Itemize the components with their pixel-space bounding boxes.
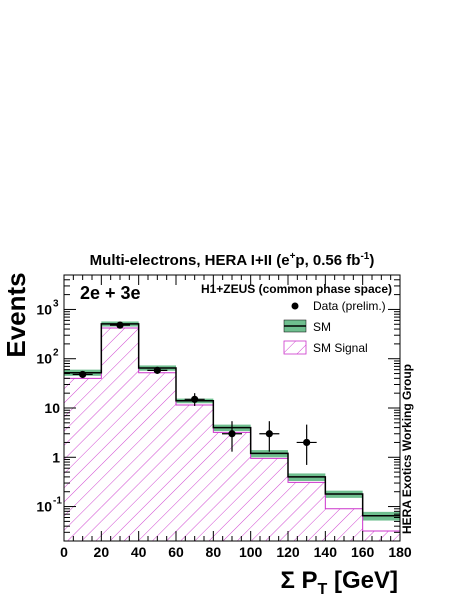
legend-data-marker	[291, 302, 299, 310]
chart-title: Multi-electrons, HERA I+II (e+p, 0.56 fb…	[90, 251, 375, 269]
data-point	[191, 395, 199, 403]
signal-bar	[101, 328, 139, 541]
subtitle: H1+ZEUS (common phase space)	[201, 282, 392, 296]
signal-bar	[138, 372, 176, 541]
y-tick-exponent: 2	[53, 348, 59, 359]
legend-signal-label: SM Signal	[313, 341, 368, 355]
y-tick-exponent: 3	[53, 298, 59, 309]
signal-bar	[176, 405, 214, 541]
channel-label: 2e + 3e	[80, 283, 141, 303]
x-tick-label: 20	[94, 544, 110, 560]
signal-bar	[362, 530, 400, 541]
x-axis-ticks: 0 20 40 60 80 100 120 140 160 180	[60, 275, 412, 560]
y-tick-label: 1	[52, 449, 60, 465]
legend-signal-swatch	[283, 340, 307, 355]
y-tick-label: 10	[36, 301, 52, 317]
x-tick-label: 180	[388, 544, 412, 560]
side-label: HERA Exotics Working Group	[400, 364, 414, 534]
data-point	[153, 366, 161, 374]
x-axis-title: Σ PT [GeV]	[280, 567, 398, 598]
x-tick-label: 40	[131, 544, 147, 560]
data-point	[265, 430, 273, 438]
signal-bar	[325, 508, 363, 541]
y-axis-title: Events	[1, 272, 31, 357]
legend: Data (prelim.) SM SM Signal	[283, 299, 386, 355]
data-point	[79, 370, 87, 379]
y-tick-label: 10	[44, 400, 60, 416]
sm-signal-histogram	[64, 327, 400, 541]
x-tick-label: 120	[276, 544, 300, 560]
signal-bar	[250, 458, 288, 541]
y-tick-label: 10	[36, 351, 52, 367]
data-point	[228, 430, 236, 438]
legend-data-label: Data (prelim.)	[313, 299, 386, 313]
x-tick-label: 80	[206, 544, 222, 560]
x-tick-label: 60	[168, 544, 184, 560]
signal-bar	[288, 482, 326, 541]
data-point	[116, 321, 124, 329]
x-tick-label: 160	[351, 544, 375, 560]
x-tick-label: 0	[60, 544, 68, 560]
data-points	[72, 321, 317, 465]
data-point	[303, 438, 311, 447]
signal-bar	[64, 378, 102, 541]
x-tick-label: 140	[314, 544, 338, 560]
y-tick-label: 10	[36, 499, 52, 515]
y-tick-exponent: -1	[53, 496, 62, 507]
x-tick-label: 100	[239, 544, 263, 560]
legend-sm-label: SM	[313, 320, 331, 334]
